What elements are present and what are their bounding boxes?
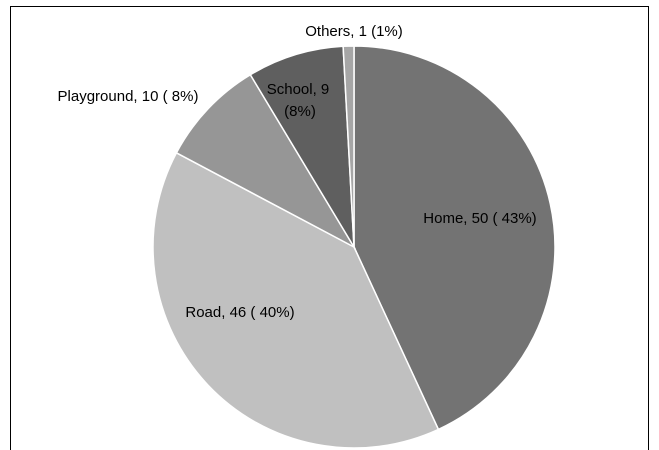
pie-slice-school (249, 45, 355, 248)
chart-border (10, 6, 649, 450)
slice-label-school-line2: (8%) (284, 103, 316, 120)
slice-label-road: Road, 46 ( 40%) (185, 304, 294, 321)
pie-slice-others (342, 45, 355, 248)
pie-slices (152, 45, 556, 449)
pie-slice-home (353, 45, 556, 431)
slice-label-playground: Playground, 10 ( 8%) (58, 88, 199, 105)
slice-label-home: Home, 50 ( 43%) (423, 210, 536, 227)
slice-label-others: Others, 1 (1%) (305, 23, 403, 40)
pie-slice-road (152, 151, 440, 449)
pie-slice-playground (175, 73, 357, 249)
slice-label-school-line1: School, 9 (267, 81, 330, 98)
